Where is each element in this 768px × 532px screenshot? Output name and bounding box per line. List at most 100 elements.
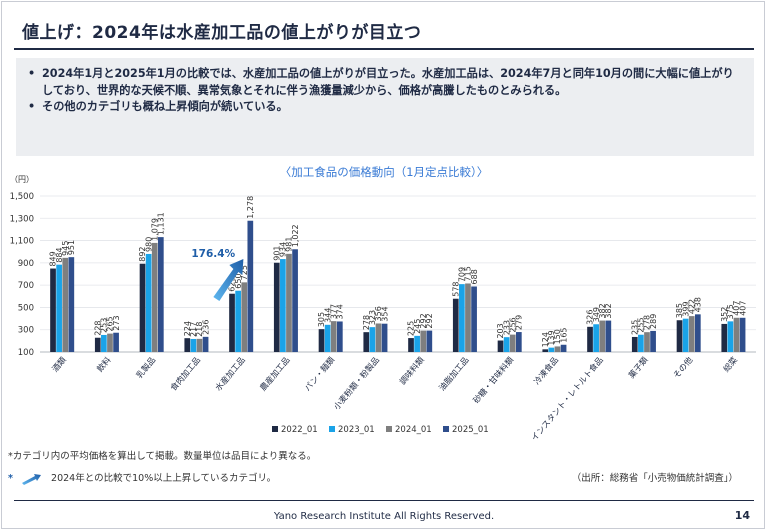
bar — [650, 330, 656, 352]
bar — [676, 320, 683, 352]
data-label: 218 — [195, 322, 204, 337]
page-title: 値上げ：2024年は水産加工品の値上がりが目立つ — [22, 23, 422, 43]
category-label: 調味料類 — [397, 354, 426, 386]
category-label: 酒類 — [50, 354, 69, 374]
data-label: 279 — [515, 315, 524, 330]
data-label: 225 — [407, 321, 416, 336]
y-tick-label: 500 — [18, 303, 34, 313]
category-label: 水産加工品 — [213, 355, 247, 393]
data-label: 305 — [317, 312, 326, 327]
data-label: 407 — [732, 301, 741, 316]
data-label: 934 — [279, 242, 288, 257]
bar — [196, 338, 203, 352]
y-tick-label: 100 — [18, 348, 34, 358]
data-label: 709 — [458, 267, 467, 282]
bar — [465, 283, 471, 352]
category-label: 農産加工品 — [258, 355, 292, 393]
data-label: 884 — [55, 247, 64, 262]
data-label: 273 — [112, 315, 121, 330]
footnote-star: * — [8, 473, 13, 484]
bar — [542, 349, 549, 352]
bar — [280, 259, 286, 352]
y-tick-label: 900 — [18, 259, 34, 269]
bar — [324, 324, 331, 352]
data-label: 217 — [189, 322, 198, 337]
data-label: 256 — [508, 317, 517, 332]
data-label: 1,131 — [157, 212, 166, 235]
bar — [101, 334, 107, 352]
data-label: 289 — [649, 314, 658, 329]
data-label: 265 — [106, 316, 115, 331]
bar — [605, 320, 612, 352]
data-label: 326 — [586, 310, 595, 325]
source-note: （出所：総務省「小売物価統計調査」） — [571, 473, 738, 484]
data-label: 349 — [592, 307, 601, 322]
price-bar-chart: （円）1003005007009001,1001,3001,5008498849… — [10, 175, 756, 443]
data-label: 374 — [336, 304, 345, 319]
legend-swatch — [386, 426, 392, 432]
bar — [229, 293, 235, 352]
category-label: 冷凍食品 — [531, 355, 560, 387]
y-axis-label: （円） — [10, 175, 34, 184]
bar — [190, 338, 197, 352]
data-label: 245 — [413, 319, 422, 334]
data-label: 233 — [502, 320, 511, 335]
data-label: 901 — [272, 245, 281, 260]
bar — [548, 347, 555, 352]
footnote-average: *カテゴリ内の平均価格を算出して掲載。数量単位は品目により異なる。 — [8, 451, 317, 462]
legend-swatch — [443, 426, 449, 432]
bar — [426, 330, 433, 352]
bar — [62, 257, 69, 352]
bar — [241, 282, 248, 352]
data-label: 292 — [425, 313, 434, 328]
data-label: 375 — [726, 304, 735, 319]
bar — [733, 317, 740, 352]
footer-copyright: Yano Research Institute All Rights Reser… — [273, 511, 495, 522]
data-label: 124 — [541, 332, 550, 347]
category-label: 小麦粉類・粉製品 — [331, 355, 381, 412]
bar — [414, 335, 420, 352]
data-label: 422 — [687, 299, 696, 314]
data-label: 1,079 — [150, 218, 159, 241]
category-label: 飲料 — [94, 355, 112, 374]
data-label: 278 — [643, 315, 652, 330]
bar — [644, 332, 650, 352]
category-label: パン・麺類 — [302, 354, 337, 393]
bar — [593, 324, 599, 352]
category-label: 食肉加工品 — [168, 355, 202, 393]
bar — [638, 334, 644, 352]
bar — [247, 220, 254, 352]
data-label: 650 — [234, 273, 243, 288]
bar — [151, 242, 158, 352]
data-label: 382 — [598, 303, 607, 318]
bar — [68, 257, 75, 352]
data-label: 981 — [285, 237, 294, 252]
data-label: 399 — [681, 301, 690, 316]
data-label: 278 — [362, 315, 371, 330]
bar — [503, 337, 510, 352]
bar — [286, 253, 292, 352]
data-label: 377 — [329, 304, 338, 319]
data-label: 344 — [323, 308, 332, 323]
data-label: 688 — [470, 269, 479, 284]
bar — [560, 344, 567, 352]
bar — [375, 323, 382, 352]
bar — [107, 333, 113, 352]
upward-arrow-icon — [22, 473, 41, 485]
chart-title: 〈加工食品の価格動向（1月定点比較）〉 — [279, 165, 489, 179]
bar — [336, 321, 343, 352]
bar — [420, 330, 427, 352]
bar — [184, 338, 191, 352]
legend-label: 2023_01 — [338, 425, 375, 435]
data-label: 715 — [464, 266, 473, 281]
data-label: 1,278 — [246, 196, 255, 219]
data-label: 236 — [201, 320, 210, 335]
bar — [113, 332, 119, 352]
bar — [369, 327, 376, 352]
bar — [330, 321, 337, 352]
data-label: 385 — [675, 303, 684, 318]
bar — [682, 318, 689, 352]
data-label: 139 — [547, 330, 556, 345]
legend-swatch — [329, 426, 335, 432]
